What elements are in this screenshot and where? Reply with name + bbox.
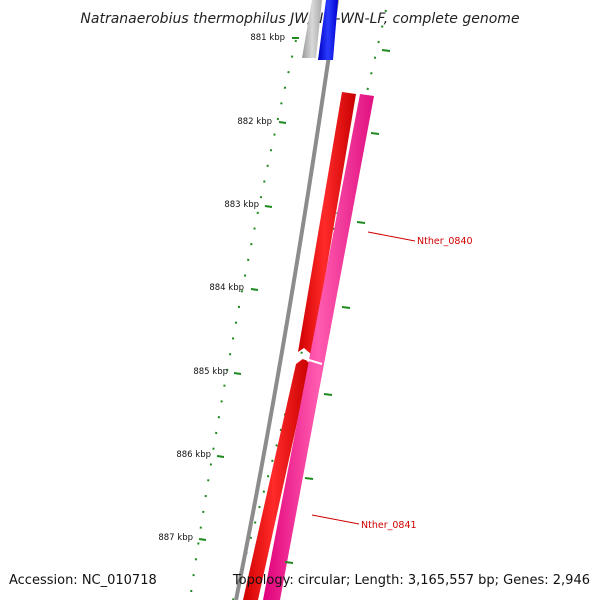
outer-major-ticks bbox=[284, 49, 391, 564]
genome-backbone bbox=[234, 0, 339, 600]
gene-arrow-grey bbox=[302, 0, 322, 58]
gene-arrow-magenta bbox=[263, 94, 374, 600]
tick-label-881: 881 kbp bbox=[250, 33, 285, 43]
gene-label-nther-0840[interactable]: Nther_0840 bbox=[417, 236, 473, 247]
gene-label-leader-0841 bbox=[311, 514, 360, 525]
outer-tick bbox=[381, 49, 391, 52]
outer-tick bbox=[304, 477, 314, 480]
gene-junction bbox=[295, 355, 323, 365]
gene-label-leader-0840 bbox=[367, 231, 416, 242]
gene-arrow-red-lower bbox=[243, 358, 310, 600]
outer-tick bbox=[284, 561, 294, 564]
gene-label-nther-0841[interactable]: Nther_0841 bbox=[361, 520, 417, 531]
tick-label-883: 883 kbp bbox=[224, 200, 259, 210]
genome-summary-text: Topology: circular; Length: 3,165,557 bp… bbox=[232, 573, 590, 588]
accession-text: Accession: NC_010718 bbox=[9, 573, 157, 588]
tick-label-886: 886 kbp bbox=[176, 450, 211, 460]
outer-tick bbox=[356, 221, 366, 224]
major-tick bbox=[233, 372, 242, 375]
gene-arrow-blue bbox=[318, 0, 338, 60]
major-tick bbox=[216, 455, 225, 458]
gene-arrow-red-upper bbox=[298, 92, 356, 355]
tick-label-885: 885 kbp bbox=[193, 367, 228, 377]
tick-label-882: 882 kbp bbox=[237, 117, 272, 127]
outer-tick bbox=[341, 306, 351, 309]
scale-ticks bbox=[198, 37, 299, 541]
outer-tick bbox=[370, 132, 380, 135]
major-tick bbox=[264, 205, 273, 208]
tick-label-887: 887 kbp bbox=[158, 533, 193, 543]
tick-label-884: 884 kbp bbox=[209, 283, 244, 293]
major-tick bbox=[250, 288, 259, 291]
map-title: Natranaerobius thermophilus JW/NM-WN-LF,… bbox=[80, 11, 519, 27]
major-tick bbox=[278, 121, 287, 124]
major-tick bbox=[198, 538, 207, 541]
outer-tick bbox=[323, 393, 333, 396]
